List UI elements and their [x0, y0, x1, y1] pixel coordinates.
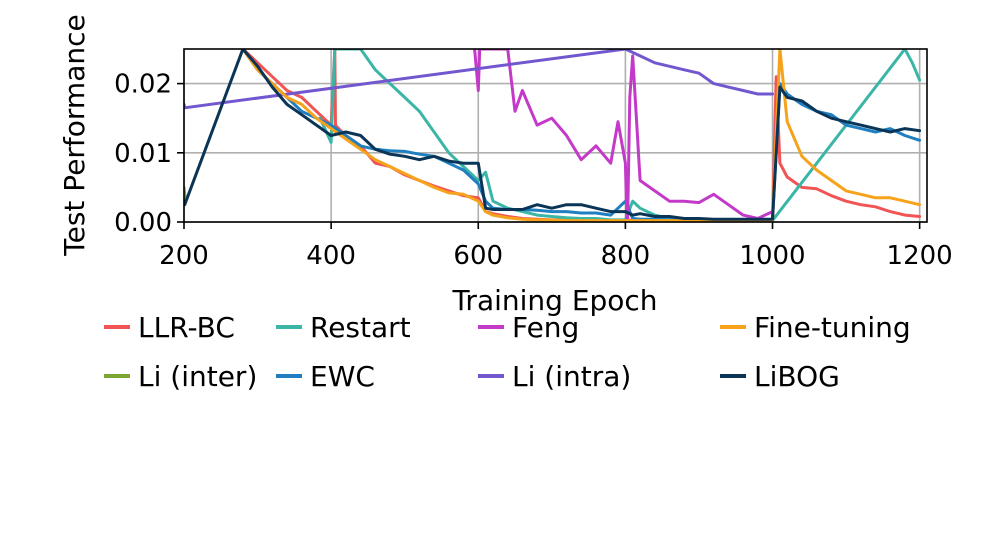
legend-item-ewc: EWC	[276, 360, 375, 393]
legend-item-feng: Feng	[478, 311, 579, 344]
ticks: 200 400 600 800 1000 1200 0.00 0.01 0.02	[114, 70, 953, 271]
legend-item-li-intra: Li (intra)	[478, 360, 631, 393]
x-axis-label: Training Epoch	[451, 284, 657, 317]
series-line-feng	[473, 49, 774, 222]
legend-label-li-inter: Li (inter)	[138, 360, 257, 393]
legend-label-li-intra: Li (intra)	[512, 360, 631, 393]
x-tick-label-2: 600	[453, 241, 503, 271]
legend-label-libog: LiBOG	[754, 360, 840, 393]
series-group	[184, 49, 922, 222]
legend-item-llr-bc: LLR-BC	[104, 311, 235, 344]
x-tick-label-1: 400	[306, 241, 356, 271]
series-line-fine-tuning	[241, 49, 922, 222]
legend-item-li-inter: Li (inter)	[104, 360, 257, 393]
y-axis-label: Test Performance	[58, 14, 91, 256]
grid	[183, 49, 927, 223]
x-tick-label-3: 800	[601, 241, 651, 271]
x-tick-label-5: 1200	[887, 241, 953, 271]
series-line-libog	[184, 49, 922, 221]
series-line-ewc	[241, 49, 922, 222]
plot-frame	[183, 48, 928, 223]
y-tick-label-0: 0.00	[114, 208, 172, 238]
legend-item-restart: Restart	[276, 311, 411, 344]
legend-item-libog: LiBOG	[720, 360, 840, 393]
legend-label-ewc: EWC	[310, 360, 375, 393]
legend-item-fine-tuning: Fine-tuning	[720, 311, 911, 344]
x-tick-label-0: 200	[159, 241, 209, 271]
y-tick-label-1: 0.01	[114, 139, 172, 169]
y-tick-label-2: 0.02	[114, 70, 172, 100]
series-line-li-intra	[184, 49, 774, 110]
legend-label-feng: Feng	[512, 311, 579, 344]
legend: LLR-BC Li (inter) Restart EWC Feng Li (intra)…	[104, 311, 911, 393]
legend-label-restart: Restart	[310, 311, 411, 344]
legend-label-llr-bc: LLR-BC	[138, 311, 235, 344]
x-tick-label-4: 1000	[739, 241, 805, 271]
legend-label-fine-tuning: Fine-tuning	[754, 311, 911, 344]
